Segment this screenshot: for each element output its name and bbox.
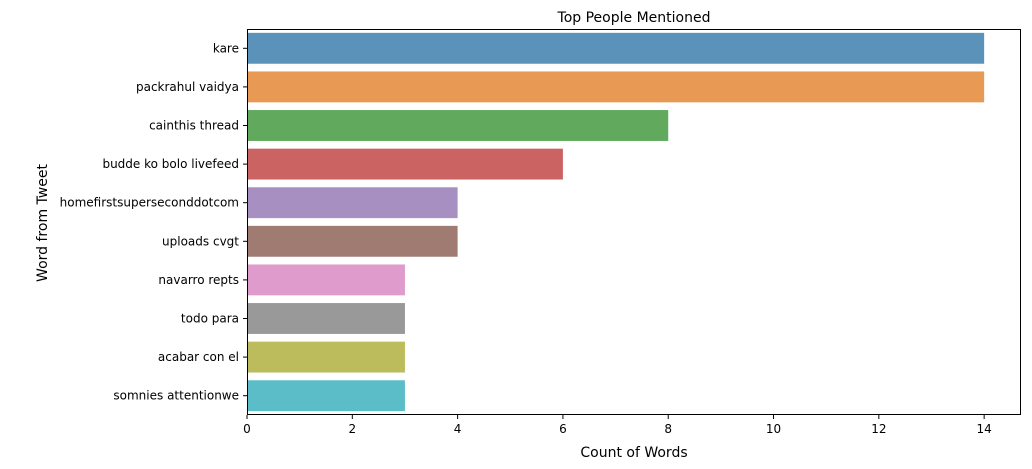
y-tick-label: homefirstsuperseconddotcom [60, 196, 239, 210]
bar-3 [247, 148, 563, 180]
x-tick-label: 4 [454, 422, 462, 436]
bars-group [247, 32, 985, 412]
x-tick-label: 10 [766, 422, 781, 436]
bar-9 [247, 380, 405, 412]
y-tick-label: kare [213, 41, 239, 55]
bar-4 [247, 187, 458, 219]
bar-0 [247, 32, 985, 64]
x-tick-label: 0 [243, 422, 251, 436]
bar-8 [247, 341, 405, 373]
chart-title: Top People Mentioned [557, 10, 711, 26]
y-tick-label: navarro repts [158, 273, 239, 287]
y-tick-label: todo para [181, 312, 239, 326]
bar-5 [247, 225, 458, 257]
y-tick-label: cainthis thread [149, 119, 239, 133]
x-tick-label: 2 [348, 422, 356, 436]
x-tick-label: 12 [871, 422, 886, 436]
bar-2 [247, 110, 669, 141]
y-axis-title: Word from Tweet [35, 164, 51, 282]
x-tick-label: 14 [977, 422, 992, 436]
y-tick-label: budde ko bolo livefeed [102, 157, 239, 171]
bar-1 [247, 71, 985, 103]
x-tick-labels: 0 2 4 6 8 10 12 14 [243, 415, 992, 436]
x-tick-label: 6 [559, 422, 567, 436]
y-tick-label: acabar con el [158, 350, 239, 364]
bar-7 [247, 303, 405, 334]
y-tick-labels: kare packrahul vaidya cainthis thread budde… [60, 41, 247, 403]
y-tick-label: somnies attentionwe [113, 389, 239, 403]
y-tick-label: packrahul vaidya [136, 80, 239, 94]
x-tick-label: 8 [664, 422, 672, 436]
plot-frame [247, 29, 1021, 415]
bar-6 [247, 264, 405, 296]
x-axis-title: Count of Words [580, 445, 687, 461]
y-tick-label: uploads cvgt [162, 234, 239, 248]
